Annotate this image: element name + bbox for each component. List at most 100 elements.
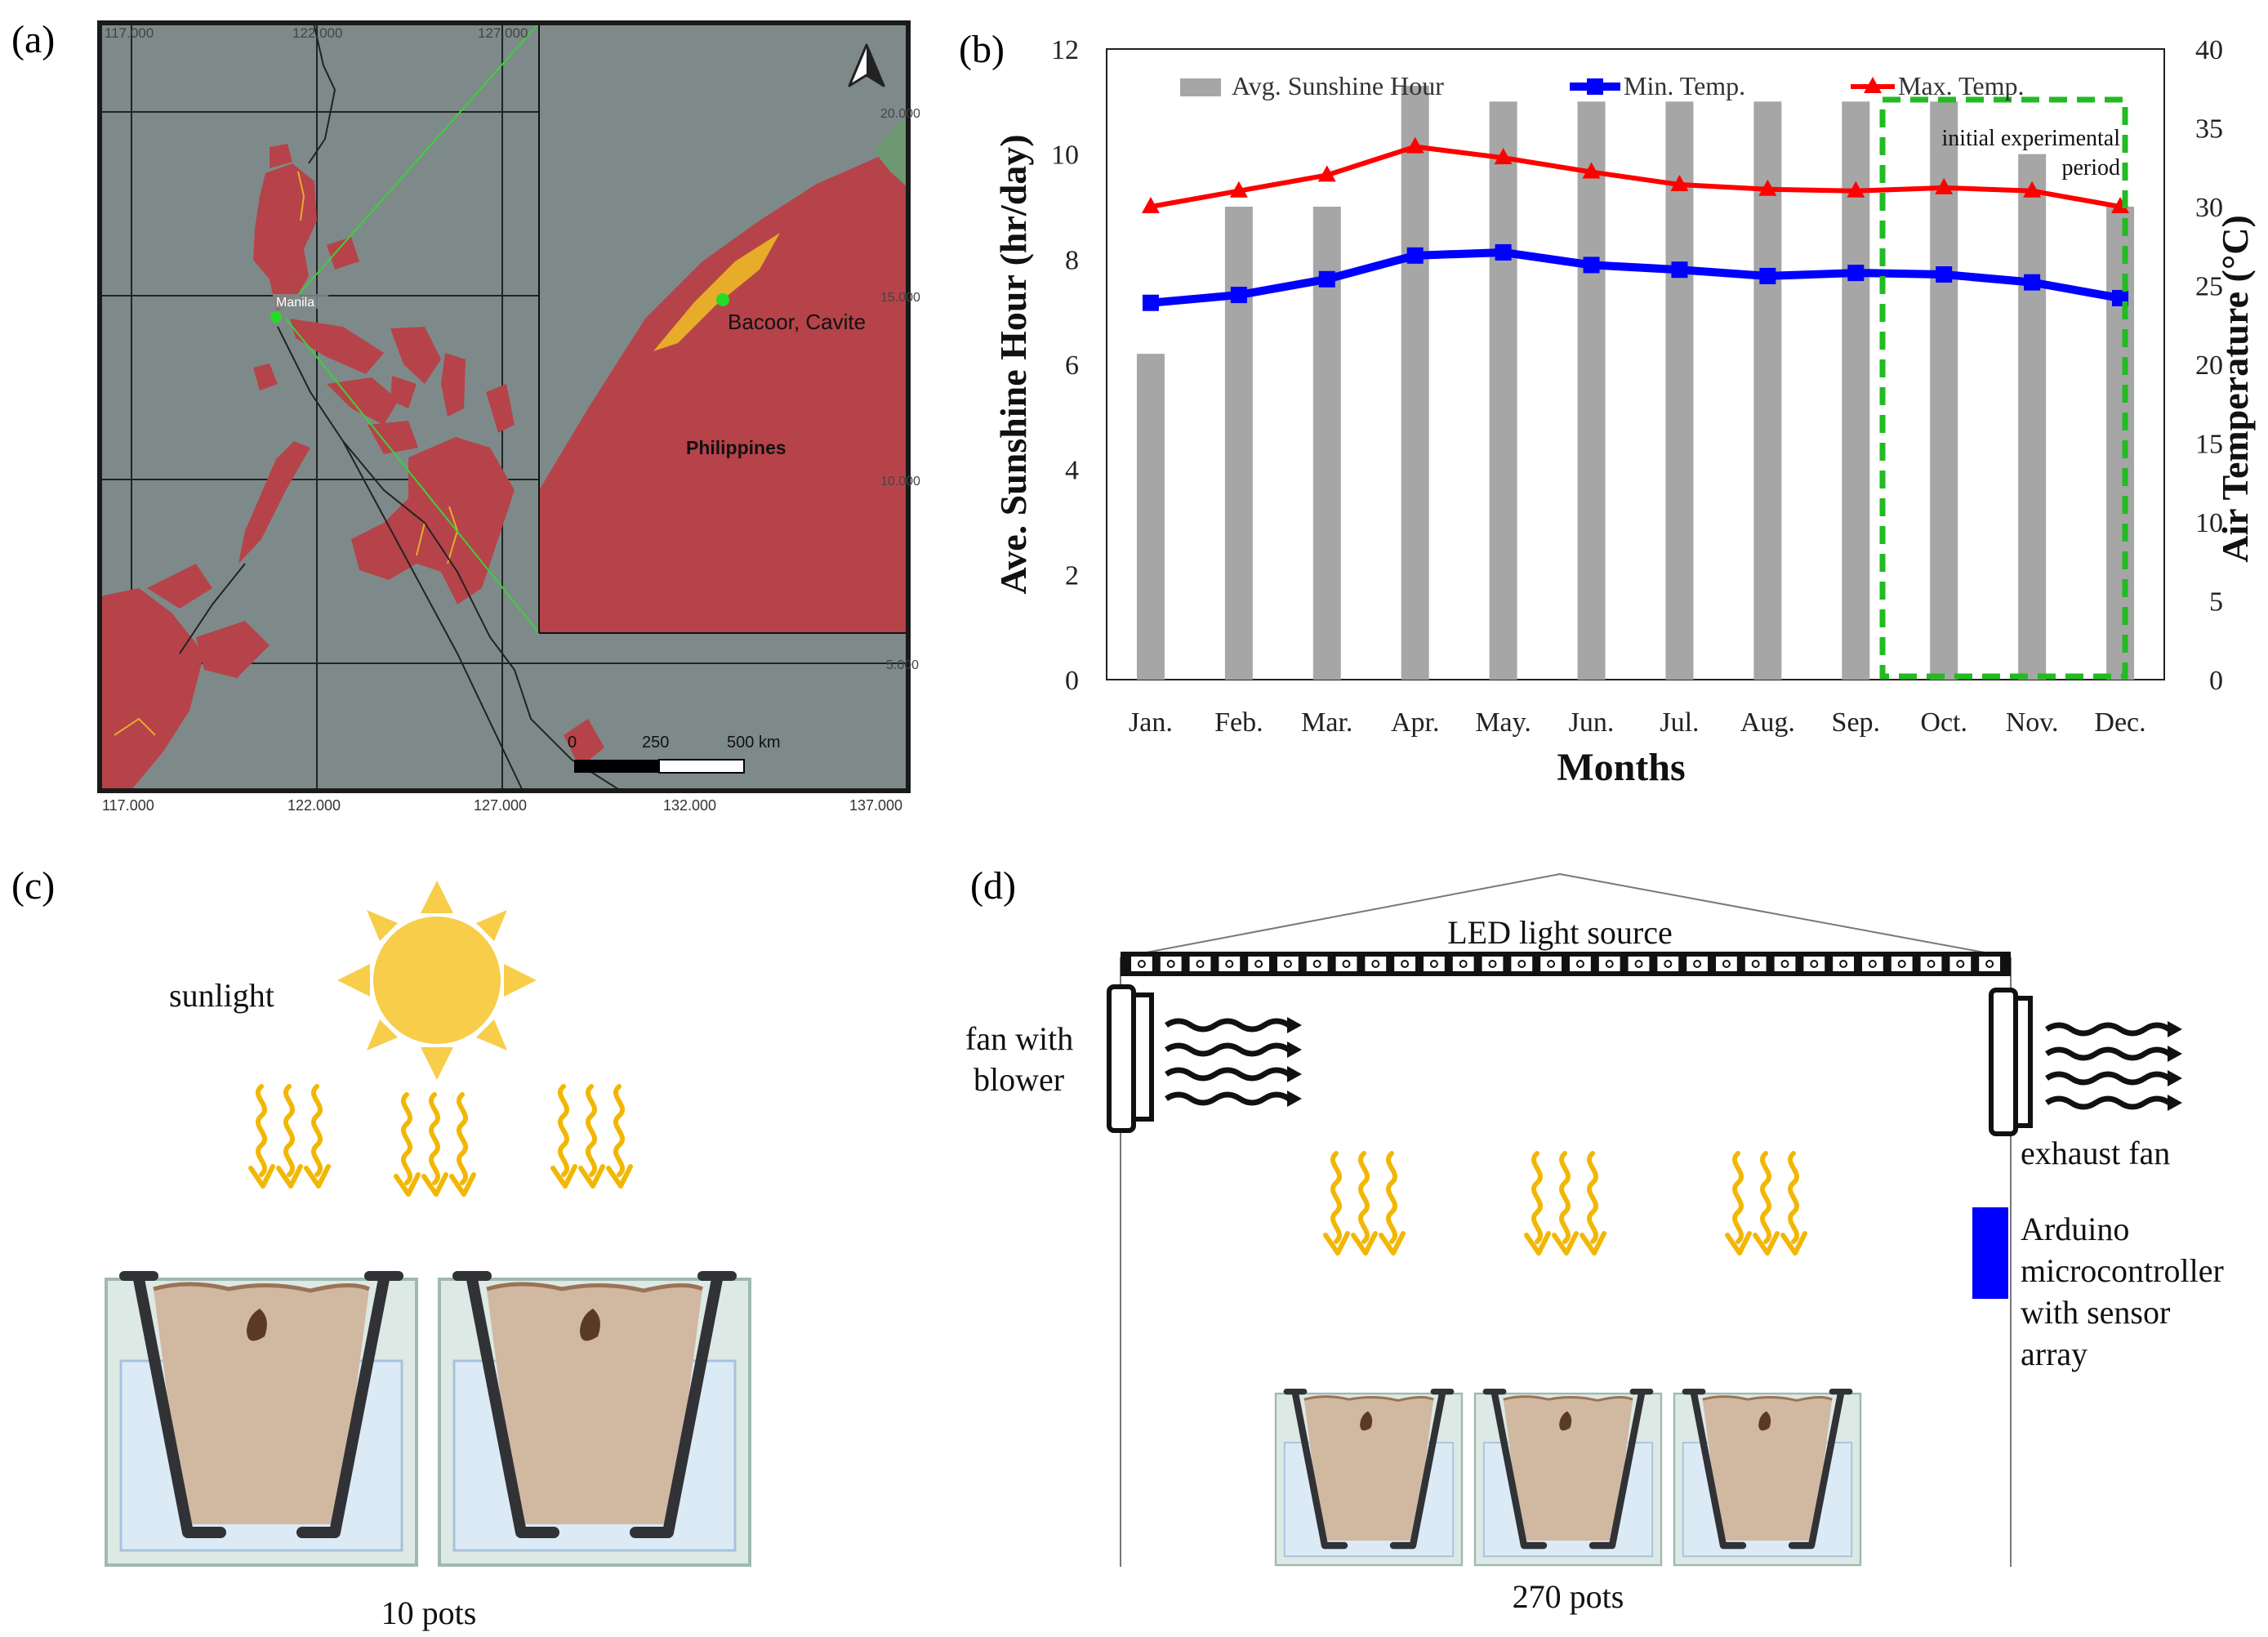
point-min-temp-0 [1142, 294, 1159, 311]
led-rays-right [1727, 1153, 1805, 1253]
point-max-temp-10 [2023, 181, 2042, 198]
map-inset-pointer [285, 23, 540, 634]
point-max-temp-3 [1406, 136, 1424, 154]
legend-swatch-sunshine [1180, 78, 1221, 96]
sun-rays-right [553, 1086, 630, 1186]
led-dot-29 [1985, 960, 1994, 968]
chart-plot-area [1106, 48, 2165, 680]
map-bottom-tick-117: 117.000 [102, 797, 154, 814]
map-bottom-tick-132: 132.000 [663, 797, 716, 814]
bar-sunshine-10 [2018, 154, 2047, 680]
led-dot-28 [1956, 960, 1965, 968]
chamber-roof [1120, 872, 2012, 958]
panel-c-sunlight-setup: sunlight 10 pots [106, 881, 750, 1631]
ytick-right-6: 30 [2195, 193, 2223, 223]
sun-rays-left [251, 1086, 328, 1186]
xtick-9: Oct. [1920, 707, 1967, 738]
map-top-tick-122: 122.000 [292, 25, 342, 41]
airflow-in-2 [1166, 1042, 1302, 1058]
led-chip-22 [1772, 955, 1798, 973]
pot-d-1 [1276, 1392, 1462, 1565]
legend-marker-min [1587, 78, 1603, 95]
led-chip-14 [1539, 955, 1563, 973]
panel-d-led-setup: LED light source fan with blower exhaust… [965, 872, 2224, 1615]
panel-label-d: (d) [970, 864, 1016, 908]
xtick-5: Jun. [1569, 707, 1615, 738]
xtick-8: Sep. [1832, 707, 1881, 738]
chart-xlabel: Months [1557, 746, 1685, 789]
led-label: LED light source [1447, 914, 1673, 951]
bar-sunshine-9 [1930, 101, 1958, 680]
north-arrow-icon [848, 43, 885, 87]
xtick-0: Jan. [1129, 707, 1173, 738]
map-right-tick-5: 5.000 [886, 658, 919, 672]
led-chip-20 [1714, 955, 1739, 973]
led-chip-29 [1977, 955, 2002, 973]
bar-sunshine-7 [1753, 101, 1782, 680]
led-dot-10 [1429, 960, 1438, 968]
ytick-right-4: 20 [2195, 350, 2223, 381]
led-dot-27 [1927, 960, 1936, 968]
led-chip-11 [1450, 955, 1476, 973]
led-dot-1 [1166, 960, 1175, 968]
fan-label-2: blower [974, 1061, 1064, 1098]
point-min-temp-3 [1406, 247, 1424, 264]
xtick-6: Jul. [1660, 707, 1699, 738]
map-route-lines [179, 23, 622, 791]
led-dot-20 [1722, 960, 1731, 968]
airflow-in-1 [1166, 1017, 1302, 1033]
pots-label-c: 10 pots [381, 1595, 477, 1631]
led-chip-24 [1831, 955, 1856, 973]
point-min-temp-8 [1847, 265, 1865, 282]
ytick-left-5: 10 [1051, 141, 1079, 171]
led-dot-21 [1751, 960, 1760, 968]
map-right-tick-20: 20.000 [880, 107, 920, 121]
map-bottom-tick-122: 122.000 [287, 797, 341, 814]
bacoor-marker [716, 293, 729, 306]
led-chip-19 [1685, 955, 1709, 973]
xtick-2: Mar. [1301, 707, 1352, 738]
chart-ticks: 0 2 4 6 8 10 12 0 5 10 15 20 25 30 35 40 Jan. Feb. Mar. Apr… [1051, 35, 2223, 738]
led-dot-14 [1547, 960, 1556, 968]
point-max-temp-2 [1317, 165, 1336, 182]
map-frame [97, 20, 911, 793]
led-dot-5 [1283, 960, 1292, 968]
point-min-temp-7 [1759, 267, 1776, 284]
scale-label-250: 250 [642, 734, 669, 752]
arduino-label-3: with sensor [2021, 1294, 2170, 1331]
led-chip-23 [1802, 955, 1827, 973]
pot-c-2 [439, 1276, 750, 1565]
led-dot-18 [1664, 960, 1673, 968]
led-chip-9 [1392, 955, 1417, 973]
bar-sunshine-5 [1577, 101, 1606, 680]
climate-chart: 0 2 4 6 8 10 12 0 5 10 15 20 25 30 35 40 Jan. Feb. Mar. Apr… [992, 35, 2256, 789]
point-max-temp-9 [1935, 177, 1954, 194]
led-dot-7 [1342, 960, 1351, 968]
fan-label-1: fan with [965, 1020, 1073, 1057]
led-dot-23 [1810, 960, 1819, 968]
map-panel: Bacoor, Cavite Philippines 0 250 500 km [97, 20, 920, 814]
led-chip-6 [1304, 955, 1330, 973]
led-chip-3 [1217, 955, 1242, 973]
point-min-temp-1 [1230, 287, 1247, 304]
city-label: Manila [276, 296, 314, 310]
line-max-temp [1150, 144, 2121, 209]
led-chip-10 [1422, 955, 1446, 973]
led-chip-28 [1948, 955, 1973, 973]
line-min-temp [1150, 248, 2121, 307]
point-min-temp-2 [1318, 270, 1335, 288]
arduino-label-4: array [2021, 1336, 2088, 1372]
point-max-temp-7 [1758, 179, 1777, 196]
airflow-out-3 [2047, 1070, 2182, 1086]
fan-blower-icon [1107, 984, 1154, 1133]
arduino-icon [1972, 1207, 2008, 1299]
point-min-temp-9 [1936, 265, 1953, 283]
led-chip-8 [1363, 955, 1388, 973]
ytick-right-2: 10 [2195, 508, 2223, 538]
exhaust-label: exhaust fan [2021, 1135, 2170, 1171]
xtick-4: May. [1475, 707, 1531, 738]
led-dot-11 [1459, 960, 1468, 968]
led-chip-2 [1187, 955, 1213, 973]
point-max-temp-0 [1141, 197, 1160, 213]
inset-site-label: Bacoor, Cavite [728, 310, 866, 334]
